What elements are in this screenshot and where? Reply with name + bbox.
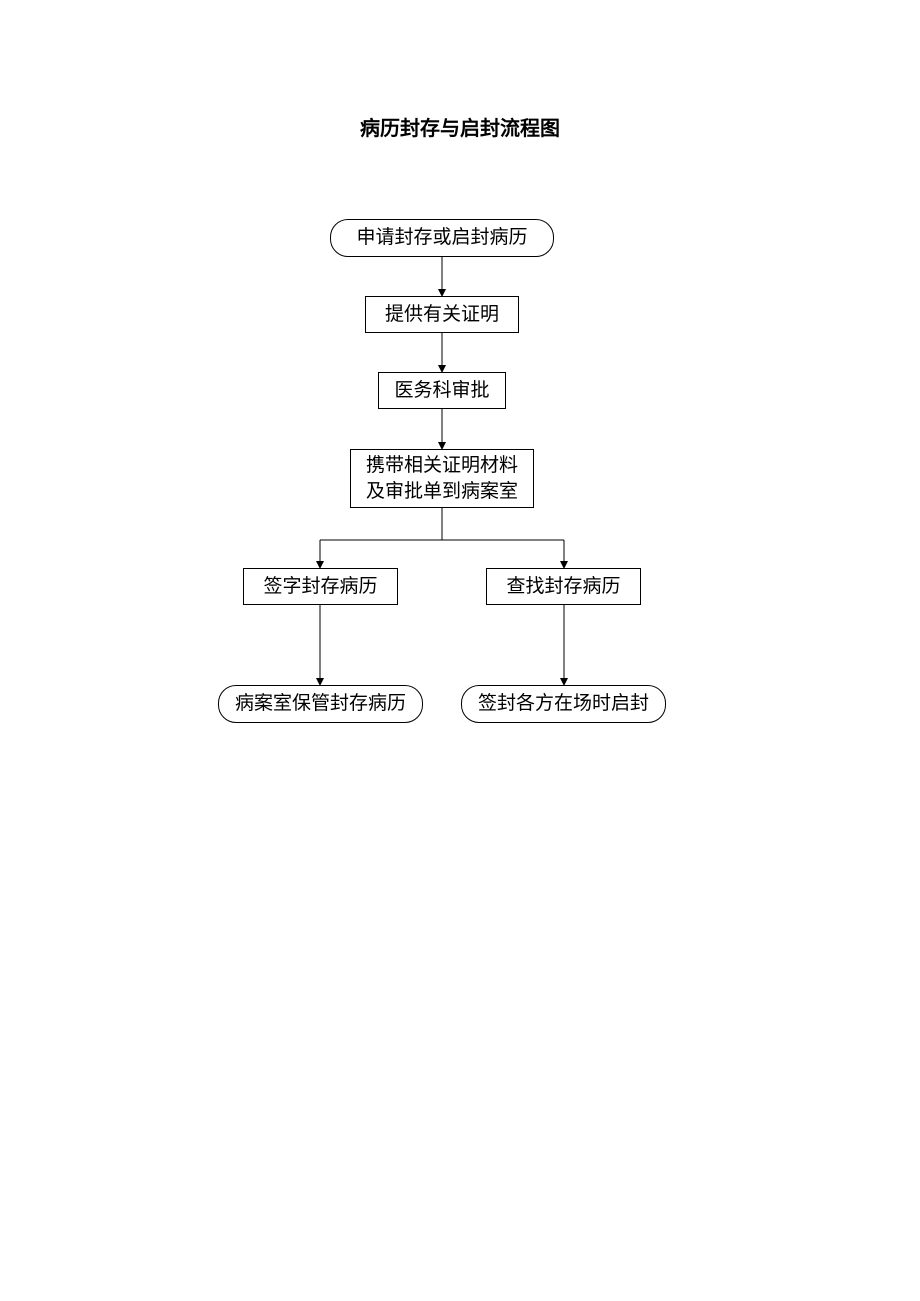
flowchart-node-n7: 病案室保管封存病历	[218, 685, 423, 723]
flowchart-node-n3: 医务科审批	[378, 372, 506, 409]
flowchart-node-n4: 携带相关证明材料及审批单到病案室	[350, 449, 534, 508]
flowchart-node-n2: 提供有关证明	[365, 296, 519, 333]
flowchart-node-n8: 签封各方在场时启封	[461, 685, 666, 723]
flowchart-edges	[0, 0, 920, 1301]
flowchart-node-n1: 申请封存或启封病历	[330, 219, 554, 257]
flowchart-node-n6: 查找封存病历	[486, 568, 641, 605]
flowchart-node-n5: 签字封存病历	[243, 568, 398, 605]
page-title: 病历封存与启封流程图	[0, 112, 920, 141]
